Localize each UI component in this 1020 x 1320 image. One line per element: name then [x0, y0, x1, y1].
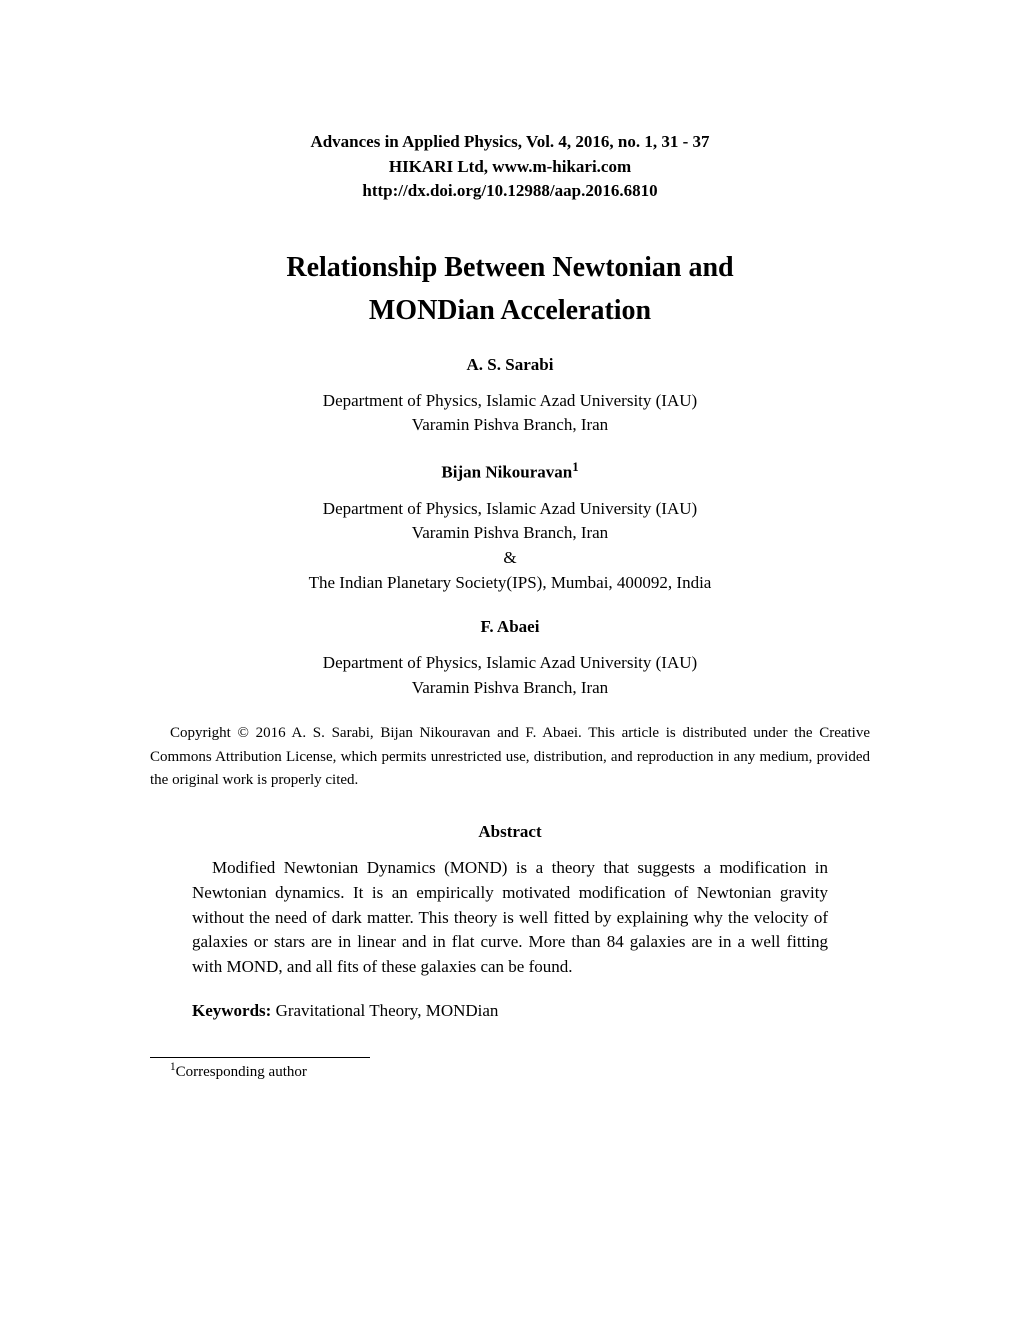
author-affil-3: Department of Physics, Islamic Azad Univ… [150, 651, 870, 700]
affil-3-line-2: Varamin Pishva Branch, Iran [150, 676, 870, 701]
affil-3-line-1: Department of Physics, Islamic Azad Univ… [150, 651, 870, 676]
copyright-notice: Copyright © 2016 A. S. Sarabi, Bijan Nik… [150, 722, 870, 792]
footnote: 1Corresponding author [170, 1061, 870, 1081]
paper-page: Advances in Applied Physics, Vol. 4, 201… [0, 0, 1020, 1161]
abstract-text: Modified Newtonian Dynamics (MOND) is a … [192, 856, 828, 979]
footnote-text: Corresponding author [176, 1064, 307, 1080]
author-name-3: F. Abaei [150, 617, 870, 637]
affil-1-line-1: Department of Physics, Islamic Azad Univ… [150, 389, 870, 414]
journal-line-3: http://dx.doi.org/10.12988/aap.2016.6810 [150, 179, 870, 204]
affil-2-line-2: Varamin Pishva Branch, Iran [150, 521, 870, 546]
author-affil-1: Department of Physics, Islamic Azad Univ… [150, 389, 870, 438]
affil-2-line-3: & [150, 546, 870, 571]
affil-2-line-4: The Indian Planetary Society(IPS), Mumba… [150, 571, 870, 596]
title-line-2: MONDian Acceleration [150, 289, 870, 332]
journal-line-2: HIKARI Ltd, www.m-hikari.com [150, 155, 870, 180]
footnote-marker-icon [572, 463, 578, 482]
footnote-rule [150, 1057, 370, 1058]
journal-line-1: Advances in Applied Physics, Vol. 4, 201… [150, 130, 870, 155]
keywords: Keywords: Gravitational Theory, MONDian [192, 1001, 828, 1021]
affil-1-line-2: Varamin Pishva Branch, Iran [150, 413, 870, 438]
paper-title: Relationship Between Newtonian and MONDi… [150, 246, 870, 333]
affil-2-line-1: Department of Physics, Islamic Azad Univ… [150, 497, 870, 522]
keywords-text: Gravitational Theory, MONDian [271, 1001, 498, 1020]
author-affil-2: Department of Physics, Islamic Azad Univ… [150, 497, 870, 596]
copyright-text: Copyright © 2016 A. S. Sarabi, Bijan Nik… [150, 725, 870, 788]
journal-info: Advances in Applied Physics, Vol. 4, 201… [150, 130, 870, 204]
author-name-1: A. S. Sarabi [150, 355, 870, 375]
author-2-text: Bijan Nikouravan [441, 463, 572, 482]
abstract-heading: Abstract [150, 822, 870, 842]
title-line-1: Relationship Between Newtonian and [150, 246, 870, 289]
keywords-label: Keywords: [192, 1001, 271, 1020]
author-name-2: Bijan Nikouravan [150, 460, 870, 483]
